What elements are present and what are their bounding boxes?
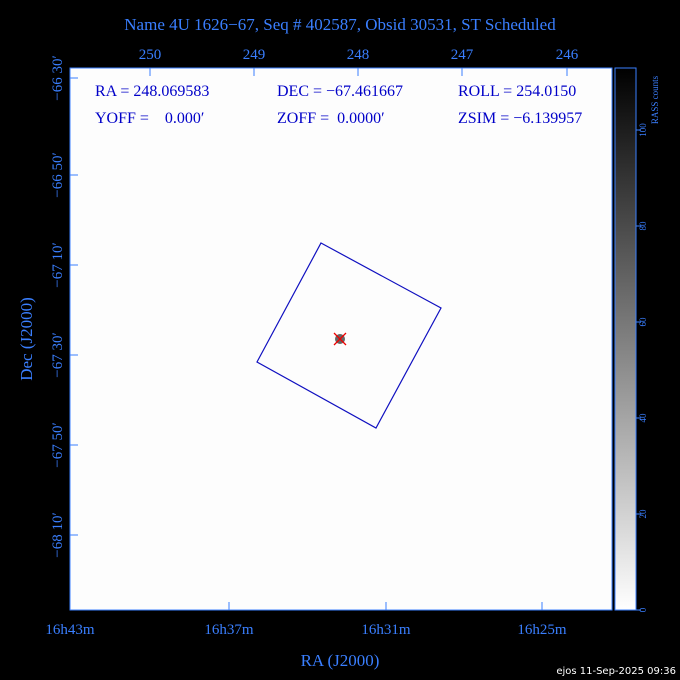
colorbar-tick-label: 20 xyxy=(638,509,648,519)
info-text: YOFF = 0.000′ xyxy=(95,110,204,127)
source-marker xyxy=(333,332,347,346)
colorbar-tick-label: 80 xyxy=(638,221,648,231)
left-tick-label: −66 50′ xyxy=(50,152,66,198)
top-tick-label: 248 xyxy=(347,47,370,63)
left-tick-label: −67 30′ xyxy=(50,332,66,378)
title: Name 4U 1626−67, Seq # 402587, Obsid 305… xyxy=(124,15,556,34)
top-tick-label: 246 xyxy=(556,47,579,63)
top-tick-label: 247 xyxy=(451,47,474,63)
bottom-tick-label: 16h31m xyxy=(361,622,411,638)
y-axis-label: Dec (J2000) xyxy=(17,297,36,381)
info-text: ROLL = 254.0150 xyxy=(458,83,576,100)
colorbar-label: RASS counts xyxy=(650,75,660,124)
x-axis-label: RA (J2000) xyxy=(301,651,380,670)
top-tick-label: 250 xyxy=(139,47,162,63)
info-text: ZSIM = −6.139957 xyxy=(458,110,582,127)
colorbar-tick-label: 40 xyxy=(638,413,648,423)
colorbar-tick-label: 60 xyxy=(638,317,648,327)
bottom-tick-label: 16h43m xyxy=(45,622,95,638)
info-text: DEC = −67.461667 xyxy=(277,83,403,100)
left-tick-label: −66 30′ xyxy=(50,55,66,101)
info-text: RA = 248.069583 xyxy=(95,83,209,100)
left-tick-label: −68 10′ xyxy=(50,512,66,558)
left-tick-label: −67 10′ xyxy=(50,242,66,288)
left-tick-label: −67 50′ xyxy=(50,422,66,468)
colorbar xyxy=(614,67,637,611)
info-text: ZOFF = 0.0000′ xyxy=(277,110,385,127)
bottom-tick-label: 16h25m xyxy=(517,622,567,638)
colorbar-tick-label: 100 xyxy=(638,123,648,137)
colorbar-tick-label: 0 xyxy=(638,607,648,612)
bottom-tick-label: 16h37m xyxy=(204,622,254,638)
top-tick-label: 249 xyxy=(243,47,266,63)
footer: ejos 11-Sep-2025 09:36 xyxy=(556,666,676,677)
field-of-view xyxy=(256,242,442,429)
